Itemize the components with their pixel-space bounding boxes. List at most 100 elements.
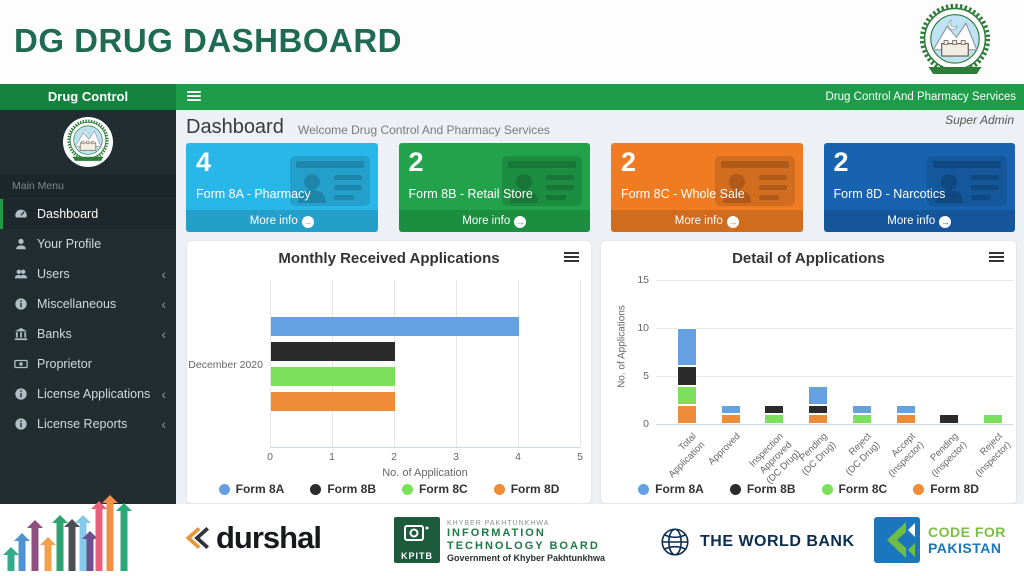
x-axis-line <box>656 424 1013 425</box>
legend-dot-icon <box>913 483 925 495</box>
kpitb-square-icon: KPITB <box>394 517 440 563</box>
sidebar-item-label: Proprietor <box>37 357 92 371</box>
card-value: 2 <box>833 147 849 177</box>
y-tick-label: 5 <box>643 370 649 382</box>
card-form-8b-retail-store: 2 Form 8B - Retail Store More info → <box>398 143 590 232</box>
info-circle-icon <box>14 417 28 431</box>
x-tick-label: 3 <box>453 451 459 463</box>
legend-dot-icon <box>402 483 413 495</box>
world-bank-logo: THE WORLD BANK <box>658 525 855 559</box>
sidebar-item-banks[interactable]: Banks ‹ <box>0 319 176 349</box>
navbar-service-label: Drug Control And Pharmacy Services <box>825 91 1016 103</box>
kpitb-gov-text: Government of Khyber Pakhtunkhwa <box>447 553 606 564</box>
x-tick-label: 5 <box>577 451 583 463</box>
cfp-line1: CODE FOR <box>928 524 1006 540</box>
info-circle-icon <box>14 387 28 401</box>
y-tick-label: 10 <box>637 322 649 334</box>
more-info-link[interactable]: More info → <box>186 210 378 232</box>
legend-item[interactable]: Form 8D <box>493 482 559 496</box>
gridline <box>580 280 581 447</box>
cfp-line2: PAKISTAN <box>928 540 1002 556</box>
gridline <box>656 376 1013 377</box>
dashboard-icon <box>14 207 28 221</box>
sidebar-logo <box>63 117 113 167</box>
sidebar-item-users[interactable]: Users ‹ <box>0 259 176 289</box>
legend-item[interactable]: Form 8A <box>638 482 704 496</box>
chart-menu-icon[interactable] <box>564 252 579 264</box>
bar-segment-form-8c <box>982 414 1003 424</box>
more-info-link[interactable]: More info → <box>611 210 803 232</box>
chart-legend: Form 8A Form 8B Form 8C Form 8D <box>601 482 1016 496</box>
chevron-left-icon: ‹ <box>161 386 166 402</box>
welcome-text: Welcome Drug Control And Pharmacy Servic… <box>298 123 550 137</box>
bar-segment-form-8c <box>764 414 785 424</box>
chevron-left-icon: ‹ <box>161 266 166 282</box>
x-tick-label: 1 <box>329 451 335 463</box>
stat-cards-row: 4 Form 8A - Pharmacy More info → 2 Form 8… <box>186 143 1015 232</box>
globe-icon <box>661 528 689 556</box>
sidebar-toggle-icon[interactable] <box>187 91 201 103</box>
gridline <box>456 280 457 447</box>
gridline <box>332 280 333 447</box>
sidebar-item-license-applications[interactable]: License Applications ‹ <box>0 379 176 409</box>
legend-item[interactable]: Form 8B <box>729 482 796 496</box>
more-info-link[interactable]: More info → <box>823 210 1015 232</box>
sidebar: Main Menu Dashboard Your Profile Users ‹… <box>0 110 176 504</box>
card-label: Form 8B - Retail Store <box>408 187 533 201</box>
bar-segment-form-8b <box>808 404 829 415</box>
top-header: DG DRUG DASHBOARD <box>0 0 1024 84</box>
x-axis-line <box>270 447 580 448</box>
kp-government-emblem <box>916 2 994 87</box>
card-label: Form 8D - Narcotics <box>833 187 946 201</box>
sidebar-item-license-reports[interactable]: License Reports ‹ <box>0 409 176 439</box>
y-tick-label: 0 <box>643 418 649 430</box>
sidebar-item-your-profile[interactable]: Your Profile <box>0 229 176 259</box>
legend-item[interactable]: Form 8C <box>402 482 468 496</box>
legend-item[interactable]: Form 8D <box>913 482 979 496</box>
sidebar-item-dashboard[interactable]: Dashboard <box>0 199 176 229</box>
bar-segment-form-8d <box>677 404 697 424</box>
card-form-8c-whole-sale: 2 Form 8C - Whole Sale More info → <box>611 143 803 232</box>
card-label: Form 8C - Whole Sale <box>621 187 745 201</box>
gridline <box>518 280 519 447</box>
main-content: Dashboard Welcome Drug Control And Pharm… <box>176 110 1024 504</box>
bar-segment-form-8d <box>808 414 829 424</box>
sidebar-item-label: Your Profile <box>37 237 102 251</box>
x-tick-label: 0 <box>267 451 273 463</box>
sidebar-section-label: Main Menu <box>0 174 176 198</box>
gridline <box>656 280 1013 281</box>
chart-menu-icon[interactable] <box>989 252 1004 264</box>
arrow-circle-right-icon: → <box>514 216 527 228</box>
chart-legend: Form 8A Form 8B Form 8C Form 8D <box>187 482 591 496</box>
cfp-square-icon <box>874 517 920 563</box>
card-value: 4 <box>196 147 212 177</box>
brand[interactable]: Drug Control <box>0 84 176 110</box>
more-info-link[interactable]: More info → <box>398 210 590 232</box>
sidebar-item-label: License Applications <box>37 387 151 401</box>
legend-label: Form 8C <box>419 482 468 496</box>
sidebar-item-miscellaneous[interactable]: Miscellaneous ‹ <box>0 289 176 319</box>
arrow-circle-right-icon: → <box>939 216 952 228</box>
page-title: DG DRUG DASHBOARD <box>14 22 402 59</box>
id-card-icon <box>927 156 1007 211</box>
bar-segment-form-8b <box>677 366 697 386</box>
sidebar-item-label: Banks <box>37 327 72 341</box>
kpitb-region-text: KHYBER PAKHTUNKHWA <box>447 520 550 527</box>
sidebar-item-label: License Reports <box>37 417 128 431</box>
legend-item[interactable]: Form 8C <box>821 482 887 496</box>
gridline <box>656 328 1013 329</box>
legend-item[interactable]: Form 8B <box>310 482 376 496</box>
legend-dot-icon <box>729 483 741 495</box>
chevron-left-icon: ‹ <box>161 416 166 432</box>
bar-segment-form-8a <box>720 404 741 415</box>
sidebar-menu: Dashboard Your Profile Users ‹ Miscellan… <box>0 199 176 439</box>
legend-item[interactable]: Form 8A <box>218 482 284 496</box>
sidebar-item-proprietor[interactable]: Proprietor <box>0 349 176 379</box>
user-icon <box>14 237 28 251</box>
durshal-wordmark: durshal <box>216 520 322 555</box>
bar-segment-form-8b <box>939 414 960 424</box>
footer: durshal KPITB KHYBER PAKHTUNKHWA INFORMA… <box>0 495 1024 576</box>
detail-applications-chart: Detail of Applications Form 8A Form 8B For… <box>600 240 1017 504</box>
legend-label: Form 8D <box>930 482 979 496</box>
legend-dot-icon <box>821 483 833 495</box>
